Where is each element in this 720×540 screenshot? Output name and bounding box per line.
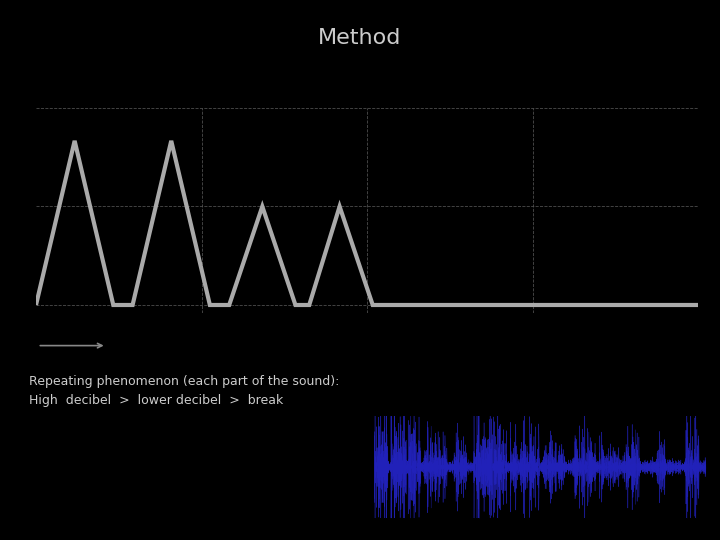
Text: Repeating phenomenon (each part of the sound):: Repeating phenomenon (each part of the s…	[29, 375, 339, 388]
Text: Method: Method	[318, 28, 402, 48]
Text: High  decibel  >  lower decibel  >  break: High decibel > lower decibel > break	[29, 394, 283, 407]
